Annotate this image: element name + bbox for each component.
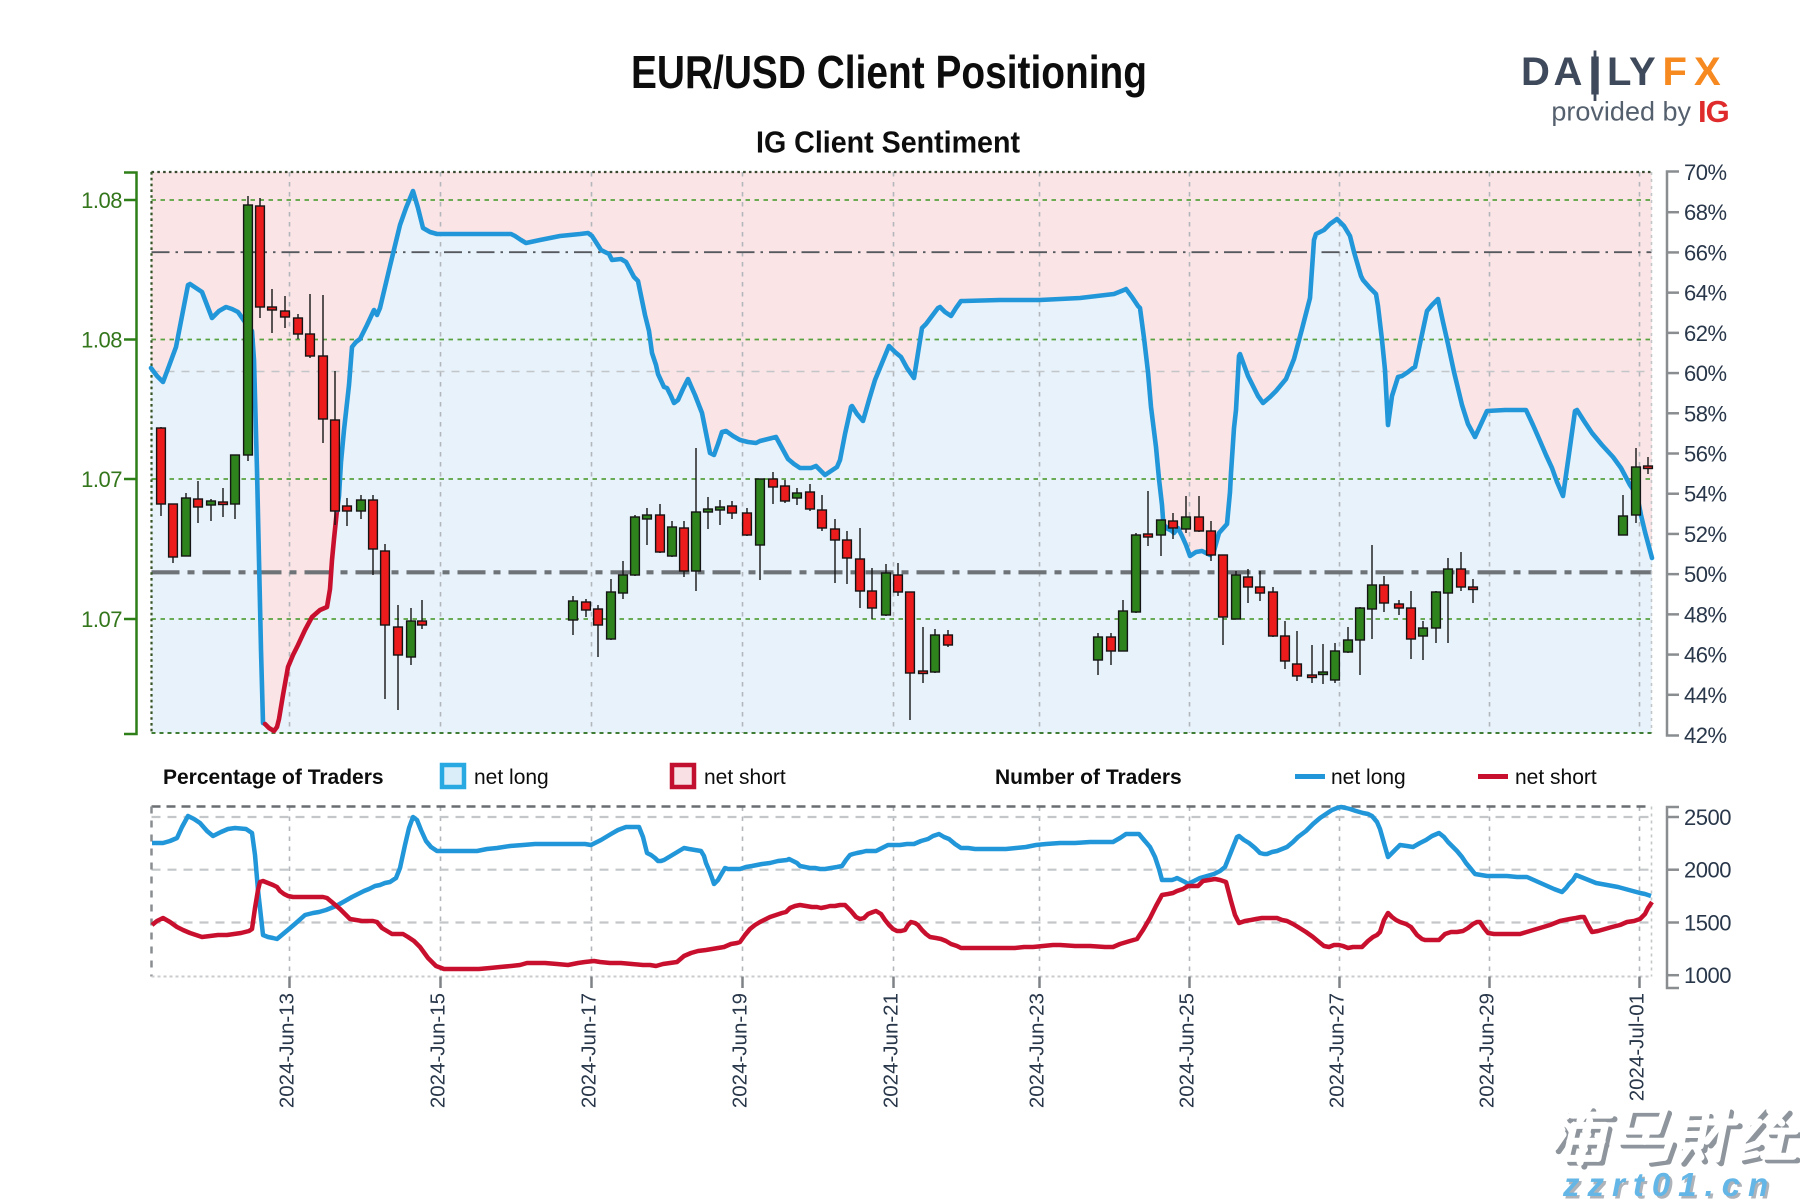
svg-text:2024-Jun-21: 2024-Jun-21 [880,993,903,1108]
svg-text:L: L [1607,50,1631,94]
svg-text:2024-Jun-13: 2024-Jun-13 [276,993,299,1108]
svg-text:70%: 70% [1684,160,1727,185]
svg-text:X: X [1694,50,1721,94]
svg-text:IG Client Sentiment: IG Client Sentiment [756,126,1020,160]
svg-text:2024-Jun-17: 2024-Jun-17 [578,993,601,1108]
svg-text:50%: 50% [1684,562,1727,587]
svg-text:52%: 52% [1684,522,1727,547]
svg-text:Number of Traders: Number of Traders [995,766,1182,789]
svg-text:1.07: 1.07 [81,607,122,632]
svg-text:F: F [1663,50,1687,94]
svg-text:IG: IG [1698,94,1729,129]
svg-text:1000: 1000 [1684,963,1731,988]
svg-text:2000: 2000 [1684,858,1731,883]
svg-text:net long: net long [474,766,549,789]
svg-text:2500: 2500 [1684,805,1731,830]
svg-text:net short: net short [704,766,786,789]
svg-text:62%: 62% [1684,321,1727,346]
svg-text:68%: 68% [1684,200,1727,225]
svg-text:2024-Jun-23: 2024-Jun-23 [1026,993,1049,1108]
svg-text:2024-Jun-27: 2024-Jun-27 [1326,993,1349,1108]
svg-text:2024-Jun-19: 2024-Jun-19 [729,993,752,1108]
svg-text:Y: Y [1629,50,1656,94]
svg-text:56%: 56% [1684,442,1727,467]
svg-text:1.08: 1.08 [81,188,122,213]
svg-text:D: D [1521,50,1550,94]
svg-text:net long: net long [1331,766,1406,789]
svg-text:2024-Jun-25: 2024-Jun-25 [1176,993,1199,1108]
svg-text:zzrt01.cn: zzrt01.cn [1565,1169,1779,1200]
svg-text:64%: 64% [1684,281,1727,306]
svg-text:EUR/USD Client Positioning: EUR/USD Client Positioning [631,46,1147,98]
svg-text:58%: 58% [1684,401,1727,426]
svg-text:54%: 54% [1684,482,1727,507]
svg-text:2024-Jun-29: 2024-Jun-29 [1476,993,1499,1108]
svg-text:60%: 60% [1684,361,1727,386]
svg-text:1.07: 1.07 [81,467,122,492]
svg-text:Percentage of Traders: Percentage of Traders [163,766,384,789]
svg-text:A: A [1554,50,1583,94]
svg-text:66%: 66% [1684,240,1727,265]
svg-text:2024-Jul-01: 2024-Jul-01 [1626,993,1649,1101]
svg-text:1.08: 1.08 [81,328,122,353]
svg-text:net short: net short [1515,766,1597,789]
svg-text:48%: 48% [1684,602,1727,627]
svg-text:1500: 1500 [1684,911,1731,936]
svg-text:2024-Jun-15: 2024-Jun-15 [427,993,450,1108]
svg-text:44%: 44% [1684,683,1727,708]
svg-text:provided by: provided by [1551,97,1691,127]
svg-text:zzrt01.cn: zzrt01.cn [1562,1166,1776,1200]
svg-text:42%: 42% [1684,723,1727,748]
svg-text:46%: 46% [1684,643,1727,668]
